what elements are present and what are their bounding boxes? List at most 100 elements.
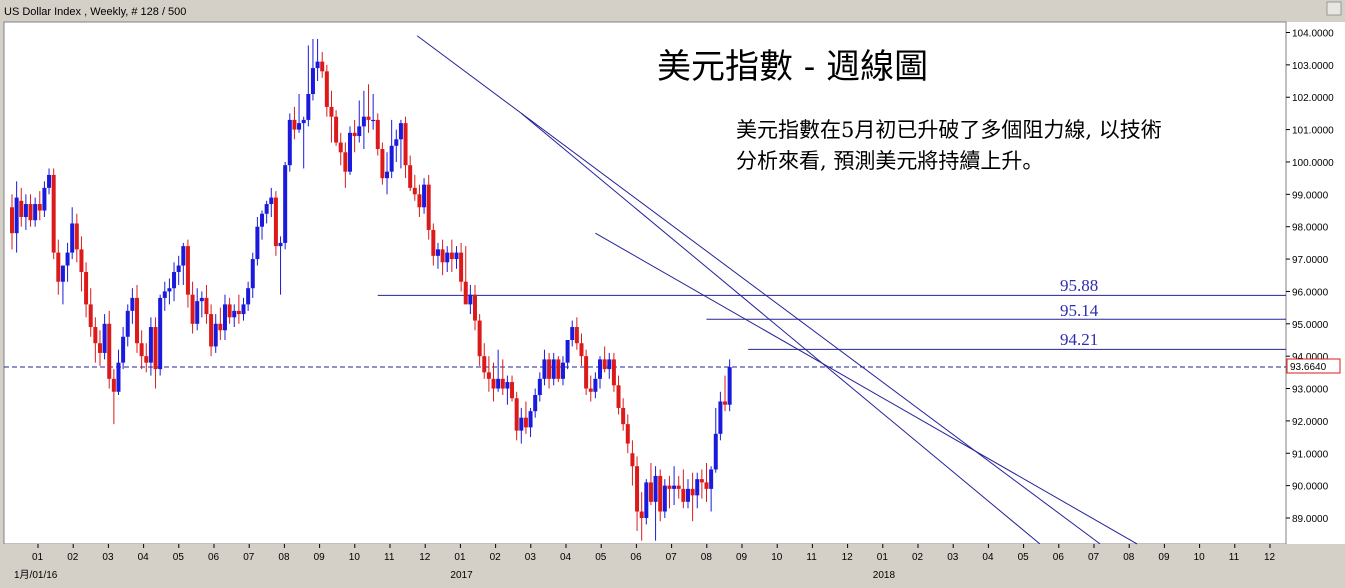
candle-body [148,327,153,363]
candle-down [236,294,241,324]
candle-down [579,333,584,366]
candle-down [408,155,413,192]
candle-down [227,297,232,324]
candle-up [297,93,302,133]
candle-up [60,265,65,305]
trendline [416,35,1101,545]
candle-body [213,323,218,347]
candle-up [598,356,603,389]
candle-body [500,378,505,389]
candle-up [116,349,121,396]
y-tick-label: 92.0000 [1292,417,1329,428]
candle-down [403,116,408,179]
y-tick-label: 89.0000 [1292,514,1329,525]
candle-body [648,482,653,502]
y-tick-label: 104.0000 [1292,29,1334,40]
candle-body [611,359,616,386]
plot-area [3,21,1287,545]
candle-up [505,375,510,405]
x-tick-label: 11 [1229,552,1240,563]
candle-up [685,479,690,509]
x-tick-label: 07 [666,552,678,563]
x-tick-label: 05 [173,552,185,563]
x-tick-label: 05 [1018,552,1030,563]
candle-body [181,246,186,266]
window-corner-box[interactable] [1326,1,1342,16]
candle-down [556,356,561,383]
x-year-label: 2018 [873,570,896,581]
candle-body [676,485,681,489]
candle-body [320,61,325,72]
candle-body [185,246,190,295]
x-tick-label: 05 [595,552,607,563]
candle-body [232,310,237,318]
candle-up [709,466,714,512]
candle-down [574,317,579,350]
y-axis-ticks: 89.0000 90.0000 91.0000 92.0000 93.0000 94.00… [1286,29,1334,525]
candle-up [255,216,260,266]
x-tick-label: 10 [1194,552,1206,563]
x-tick-label: 02 [490,552,502,563]
y-tick-label: 102.0000 [1292,93,1334,104]
candle-body [158,297,163,370]
candle-up [102,314,107,360]
x-tick-label: 01 [32,552,44,563]
candle-body [616,385,621,408]
candle-up [283,161,288,250]
candle-up [445,246,450,273]
candle-body [570,327,575,340]
candle-body [144,356,149,363]
x-tick-label: 08 [1123,552,1135,563]
candle-down [135,284,140,353]
candle-down [37,191,42,221]
candle-body [398,123,403,140]
candle-body [685,488,690,502]
y-tick-label: 98.0000 [1292,223,1329,234]
candle-body [236,310,241,315]
candle-down [380,142,385,185]
candle-up [269,187,274,217]
x-tick-label: 01 [877,552,889,563]
candle-up [42,181,47,217]
candle-up [199,291,204,318]
candle-body [560,362,565,379]
candle-body [449,252,454,260]
candle-body [486,372,491,379]
candle-up [468,284,473,315]
candle-body [621,407,626,425]
candle-down [523,401,528,434]
candle-body [79,249,84,273]
candle-up [301,116,306,169]
candle-body [625,424,630,444]
x-tick-label: 10 [771,552,783,563]
level-label-95-14: 95.14 [1060,301,1099,320]
candle-body [440,249,445,263]
candle-up [570,320,575,347]
candle-body [111,378,116,392]
candle-down [658,469,663,522]
y-tick-label: 100.0000 [1292,158,1334,169]
candle-body [287,119,292,166]
x-tick-label: 04 [560,552,572,563]
candle-down [185,239,190,308]
candle-body [565,339,570,363]
candle-up [519,407,524,444]
candle-up [264,200,269,224]
x-tick-label: 03 [947,552,959,563]
candle-body [463,281,468,305]
candle-up [121,327,126,370]
candle-up [278,236,283,295]
candle-body [260,213,265,227]
candle-body [292,119,297,130]
candle-up [454,246,459,269]
y-tick-label: 94.0000 [1292,352,1329,363]
candle-body [297,123,302,130]
candle-body [162,291,167,298]
candle-down [366,84,371,133]
candle-body [482,356,487,373]
candle-down [343,142,348,188]
candle-body [602,359,607,370]
candle-body [343,152,348,172]
candle-down [482,343,487,379]
candle-body [84,272,89,305]
